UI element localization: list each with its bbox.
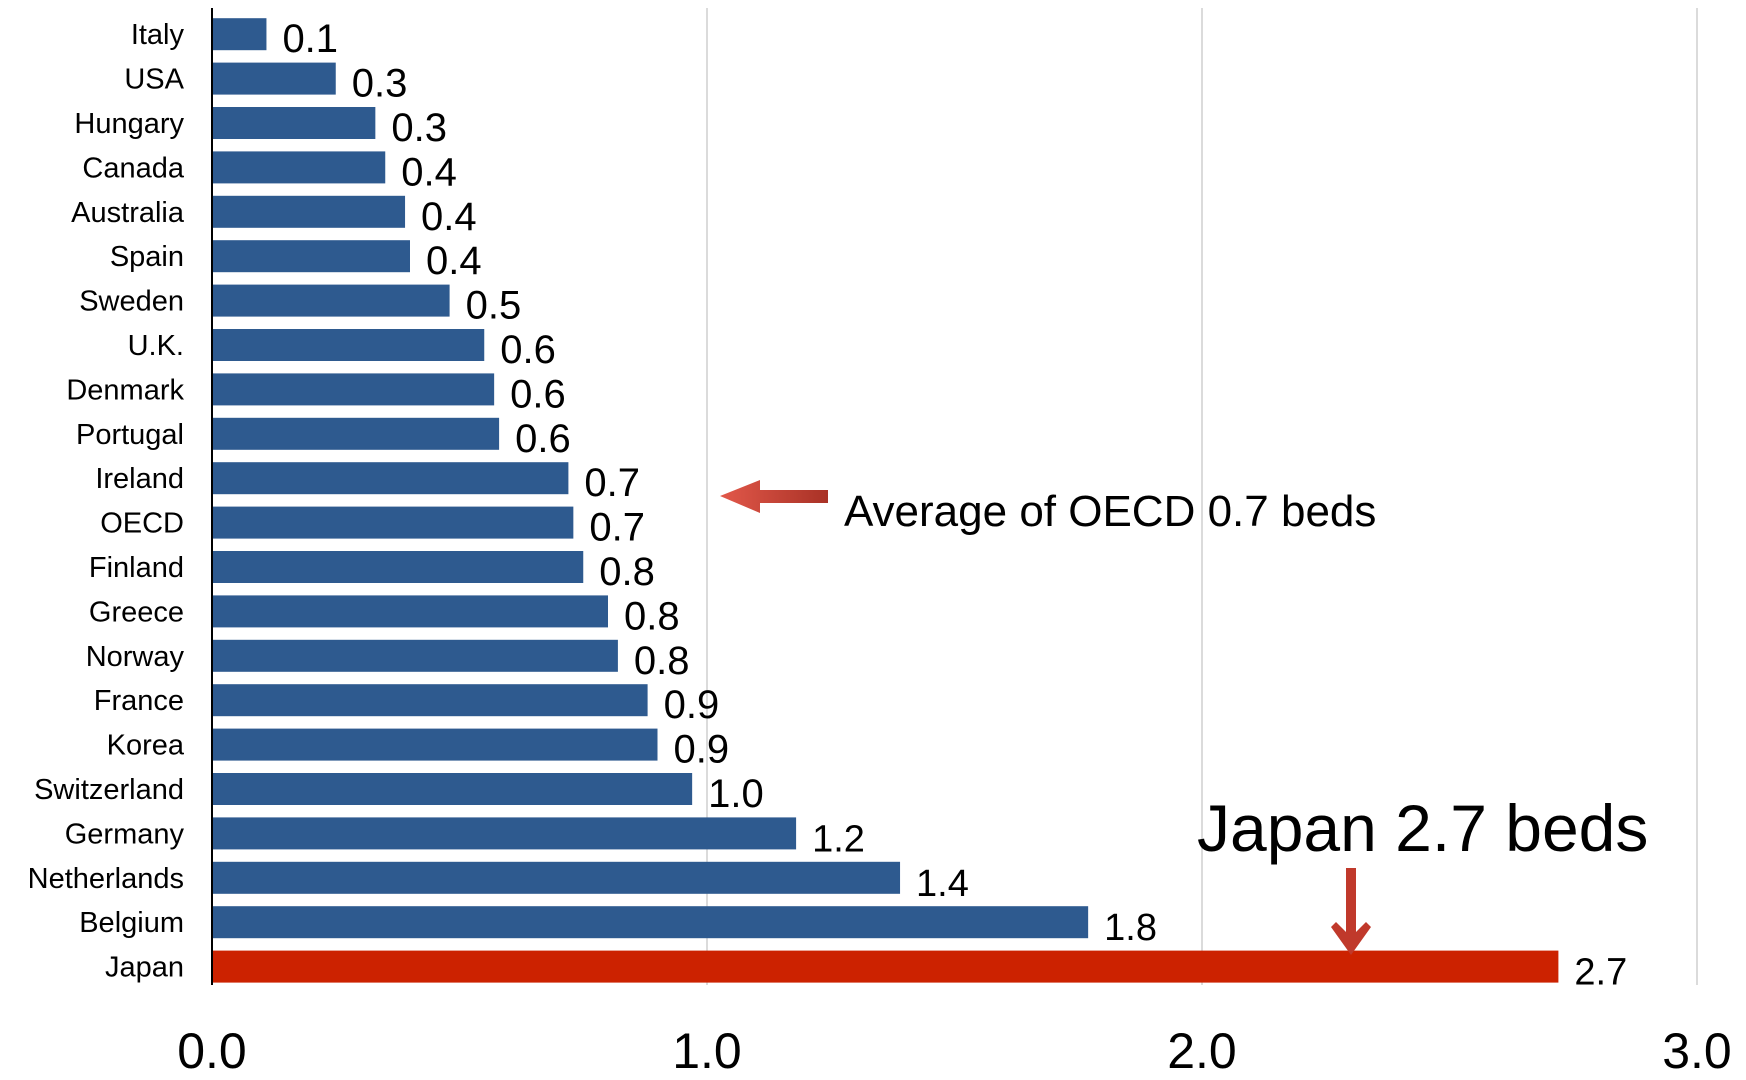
category-label: Germany: [65, 818, 185, 850]
category-label: Canada: [82, 152, 184, 184]
category-label: Switzerland: [34, 774, 184, 806]
oecd-annotation-text: Average of OECD 0.7 beds: [844, 487, 1376, 536]
value-label: 0.9: [674, 728, 730, 772]
value-label: 0.4: [421, 195, 477, 239]
value-label: 1.4: [916, 863, 969, 905]
value-label: 0.6: [500, 328, 556, 372]
bar-uk: [212, 329, 484, 361]
bar-switzerland: [212, 773, 692, 805]
category-label: France: [94, 685, 184, 717]
category-label: Ireland: [95, 463, 184, 495]
value-label: 0.8: [599, 550, 655, 594]
category-label: Finland: [89, 552, 184, 584]
category-label: Australia: [71, 197, 185, 229]
category-label: Denmark: [66, 374, 184, 406]
down-arrow-icon: [1331, 868, 1371, 955]
bar-usa: [212, 63, 336, 95]
category-label: Belgium: [79, 907, 184, 939]
bar-sweden: [212, 285, 450, 317]
value-label: 1.8: [1104, 907, 1157, 949]
value-label: 0.8: [634, 639, 690, 683]
value-label: 0.8: [624, 594, 680, 638]
bar-hungary: [212, 107, 375, 139]
oecd-annotation: Average of OECD 0.7 beds: [720, 480, 1376, 536]
value-label: 0.1: [282, 17, 338, 61]
value-label: 0.9: [664, 683, 720, 727]
category-label: Spain: [110, 241, 184, 273]
category-label: Hungary: [74, 108, 184, 140]
category-label: OECD: [100, 508, 184, 540]
value-label: 0.6: [510, 372, 566, 416]
category-label: Greece: [89, 596, 184, 628]
x-tick-label: 3.0: [1662, 1023, 1732, 1075]
bar-australia: [212, 196, 405, 228]
category-labels: Italy USA Hungary Canada Australia Spain Swede…: [28, 19, 185, 983]
bar-oecd: [212, 507, 573, 539]
x-tick-label: 1.0: [672, 1023, 742, 1075]
value-label: 0.7: [589, 506, 645, 550]
bar-canada: [212, 151, 385, 183]
bar-japan: [212, 951, 1558, 983]
category-label: U.K.: [128, 330, 184, 362]
bar-spain: [212, 240, 410, 272]
value-label: 0.6: [515, 417, 571, 461]
value-label: 1.2: [812, 818, 865, 860]
value-label: 0.4: [401, 150, 457, 194]
japan-annotation-text: Japan 2.7 beds: [1197, 791, 1648, 865]
value-label: 0.3: [352, 62, 408, 106]
category-label: Sweden: [79, 286, 184, 318]
category-label: Portugal: [76, 419, 184, 451]
bar-norway: [212, 640, 618, 672]
japan-annotation: Japan 2.7 beds: [1197, 791, 1648, 955]
category-label: Japan: [105, 952, 184, 984]
x-tick-label: 2.0: [1167, 1023, 1237, 1075]
value-label: 0.5: [466, 284, 522, 328]
value-label: 1.0: [708, 772, 764, 816]
value-label: 2.7: [1574, 952, 1627, 994]
bar-ireland: [212, 462, 568, 494]
value-label: 0.3: [391, 106, 447, 150]
bar-finland: [212, 551, 583, 583]
bar-korea: [212, 729, 658, 761]
bar-greece: [212, 595, 608, 627]
category-label: USA: [124, 64, 184, 96]
bar-italy: [212, 18, 266, 50]
category-label: Norway: [86, 641, 185, 673]
value-label: 0.4: [426, 239, 482, 283]
bar-portugal: [212, 418, 499, 450]
category-label: Korea: [107, 730, 185, 762]
category-label: Italy: [131, 19, 185, 51]
bar-belgium: [212, 906, 1088, 938]
category-label: Netherlands: [28, 863, 184, 895]
value-label: 0.7: [584, 461, 640, 505]
bar-france: [212, 684, 648, 716]
bar-netherlands: [212, 862, 900, 894]
bar-denmark: [212, 373, 494, 405]
x-tick-label: 0.0: [177, 1023, 247, 1075]
left-arrow-icon: [720, 480, 828, 513]
bar-germany: [212, 817, 796, 849]
